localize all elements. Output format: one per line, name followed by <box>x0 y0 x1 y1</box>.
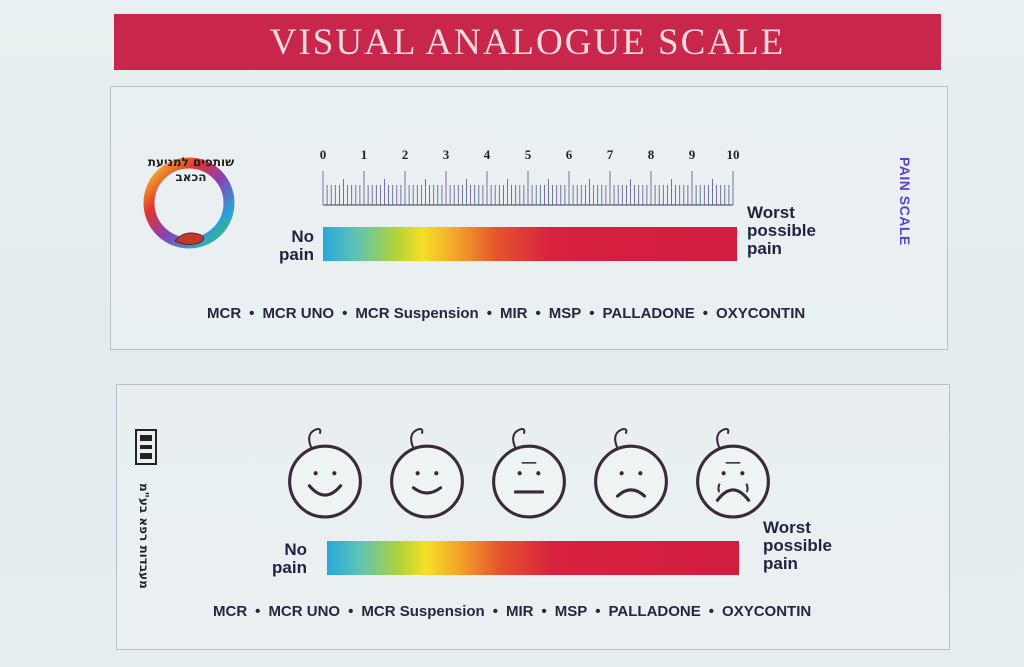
worst-pain-label: Worst possible pain <box>747 203 816 258</box>
scale-number: 5 <box>524 147 532 162</box>
separator-dot: • <box>255 603 261 620</box>
scale-number: 10 <box>726 147 740 162</box>
ruler-ticks <box>322 171 734 206</box>
drug-name: MCR <box>207 305 242 322</box>
drug-name: MCR Suspension <box>361 603 485 620</box>
separator-dot: • <box>348 603 354 620</box>
drug-name: MCR UNO <box>268 603 341 620</box>
scale-number: 4 <box>483 147 491 162</box>
page-title: VISUAL ANALOGUE SCALE <box>269 21 786 63</box>
separator-dot: • <box>708 603 715 620</box>
separator-dot: • <box>589 305 595 322</box>
separator-dot: • <box>541 603 547 620</box>
no-pain-label-faces: No pain <box>272 540 307 577</box>
separator-dot: • <box>702 305 709 322</box>
drug-name: OXYCONTIN <box>722 603 812 620</box>
frown-face-icon <box>594 428 668 519</box>
company-logo-icon <box>135 429 157 465</box>
separator-dot: • <box>492 603 498 620</box>
drug-name: MSP <box>548 305 582 322</box>
logo-hebrew-text: שותפים למניעת הכאב <box>147 155 235 184</box>
drug-name: PALLADONE <box>608 603 701 620</box>
separator-dot: • <box>535 305 541 322</box>
drug-name: MCR Suspension <box>355 305 479 322</box>
company-hebrew-text: מעבדות רפא בע"מ <box>137 483 151 589</box>
scale-number: 9 <box>688 147 696 162</box>
crying-face-icon <box>696 428 770 519</box>
neutral-face-icon <box>492 428 566 519</box>
rainbow-ring-logo-icon <box>143 157 235 249</box>
drug-name: OXYCONTIN <box>716 305 806 322</box>
drug-name: MIR <box>505 603 534 620</box>
smile-face-icon <box>390 428 464 519</box>
scale-number: 7 <box>606 147 614 162</box>
pain-gradient-bar-faces <box>327 541 739 575</box>
vas-numeric-card: שותפים למניעת הכאב 0 1 2 3 4 5 6 7 8 9 10 No pain … <box>110 86 948 350</box>
separator-dot: • <box>342 305 348 322</box>
drug-name: MSP <box>554 603 588 620</box>
separator-dot: • <box>249 305 255 322</box>
drug-list: MCR • MCR UNO • MCR Suspension • MIR • MSP • PALLA… <box>207 305 805 322</box>
separator-dot: • <box>595 603 601 620</box>
scale-number: 0 <box>319 147 327 162</box>
scale-number: 1 <box>360 147 368 162</box>
pain-scale-label: PAIN SCALE <box>897 157 913 246</box>
title-banner: VISUAL ANALOGUE SCALE <box>114 14 941 70</box>
worst-pain-label-faces: Worst possible pain <box>763 518 832 573</box>
drug-name: MIR <box>499 305 528 322</box>
no-pain-label: No pain <box>279 227 314 264</box>
big-smile-face-icon <box>288 428 362 519</box>
separator-dot: • <box>486 305 492 322</box>
drug-name: MCR <box>213 603 248 620</box>
faces-row <box>285 415 785 525</box>
pain-gradient-bar <box>323 227 737 261</box>
vas-faces-card: מעבדות רפא בע"מ No pain Worst possible p… <box>116 384 950 650</box>
scale-number: 8 <box>647 147 655 162</box>
scale-number: 2 <box>401 147 409 162</box>
scale-number: 3 <box>442 147 450 162</box>
drug-name: PALLADONE <box>602 305 695 322</box>
drug-list-faces: MCR • MCR UNO • MCR Suspension • MIR • MSP • PALLA… <box>213 603 811 620</box>
scale-number: 6 <box>565 147 573 162</box>
drug-name: MCR UNO <box>262 305 335 322</box>
